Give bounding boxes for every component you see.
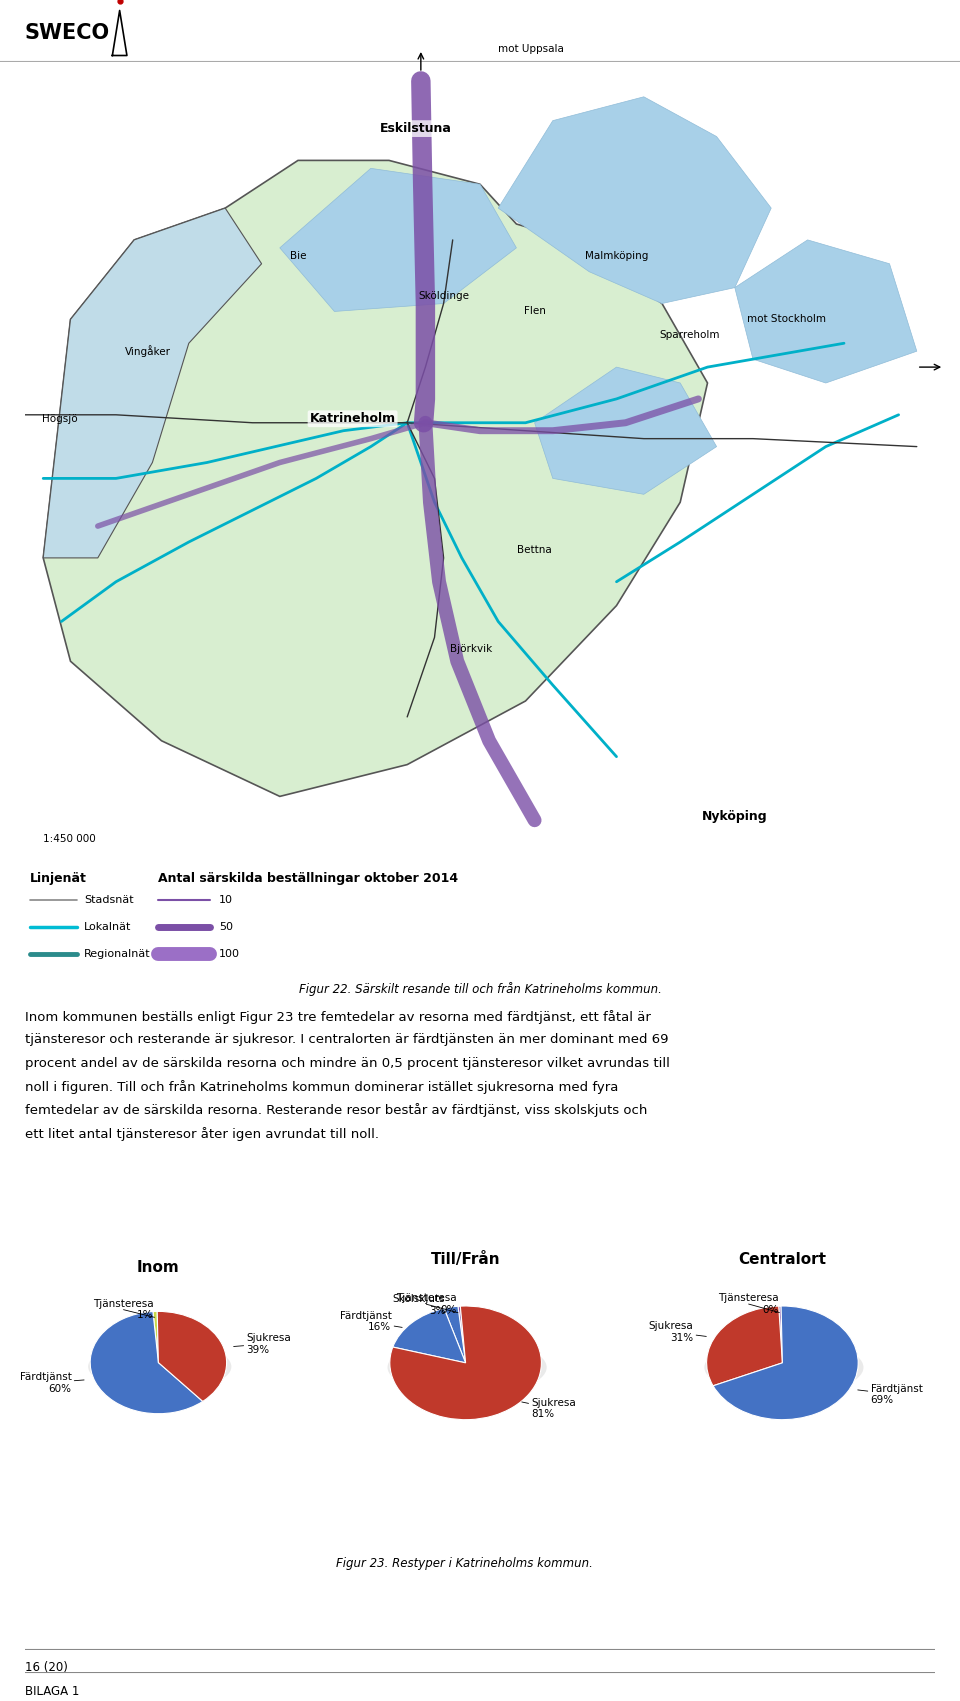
Wedge shape bbox=[90, 1311, 203, 1414]
Text: Skolskjuts
3%: Skolskjuts 3% bbox=[393, 1294, 448, 1317]
Text: Lokalnät: Lokalnät bbox=[84, 922, 132, 932]
Text: Bie: Bie bbox=[290, 250, 306, 260]
Wedge shape bbox=[393, 1308, 466, 1363]
Text: Antal särskilda beställningar oktober 2014: Antal särskilda beställningar oktober 20… bbox=[157, 873, 458, 885]
Polygon shape bbox=[279, 168, 516, 311]
Wedge shape bbox=[153, 1311, 158, 1363]
Polygon shape bbox=[498, 97, 771, 303]
Text: Färdtjänst
69%: Färdtjänst 69% bbox=[857, 1383, 923, 1405]
Text: tjänsteresor och resterande är sjukresor. I centralorten är färdtjänsten än mer : tjänsteresor och resterande är sjukresor… bbox=[25, 1033, 668, 1046]
Text: 16 (20): 16 (20) bbox=[25, 1660, 68, 1674]
Polygon shape bbox=[535, 367, 716, 495]
Text: femtedelar av de särskilda resorna. Resterande resor består av färdtjänst, viss : femtedelar av de särskilda resorna. Rest… bbox=[25, 1104, 647, 1118]
Text: 1:450 000: 1:450 000 bbox=[43, 833, 96, 844]
Text: mot Uppsala: mot Uppsala bbox=[498, 44, 564, 54]
Text: 10: 10 bbox=[219, 895, 233, 905]
Text: 50: 50 bbox=[219, 922, 233, 932]
Text: Sjukresa
81%: Sjukresa 81% bbox=[522, 1398, 576, 1419]
Text: noll i figuren. Till och från Katrineholms kommun dominerar istället sjukresorna: noll i figuren. Till och från Katrinehol… bbox=[25, 1080, 618, 1094]
Text: Figur 22. Särskilt resande till och från Katrineholms kommun.: Figur 22. Särskilt resande till och från… bbox=[299, 981, 661, 997]
Text: Stadsnät: Stadsnät bbox=[84, 895, 133, 905]
Text: BILAGA 1: BILAGA 1 bbox=[25, 1686, 80, 1698]
Title: Inom: Inom bbox=[137, 1260, 180, 1276]
Text: Bettna: Bettna bbox=[517, 544, 552, 555]
Wedge shape bbox=[707, 1306, 782, 1386]
Ellipse shape bbox=[388, 1339, 546, 1397]
Wedge shape bbox=[444, 1306, 466, 1363]
Text: Inom kommunen beställs enligt Figur 23 tre femtedelar av resorna med färdtjänst,: Inom kommunen beställs enligt Figur 23 t… bbox=[25, 1010, 651, 1024]
Text: Regionalnät: Regionalnät bbox=[84, 949, 151, 959]
Ellipse shape bbox=[705, 1339, 863, 1397]
Text: mot Stockholm: mot Stockholm bbox=[747, 315, 826, 325]
Title: Till/Från: Till/Från bbox=[431, 1252, 500, 1267]
Text: Flen: Flen bbox=[523, 306, 545, 316]
Wedge shape bbox=[390, 1306, 541, 1420]
Text: Sjukresa
31%: Sjukresa 31% bbox=[649, 1322, 707, 1342]
Text: Linjenät: Linjenät bbox=[30, 873, 86, 885]
Text: 100: 100 bbox=[219, 949, 240, 959]
Title: Centralort: Centralort bbox=[738, 1252, 827, 1267]
Wedge shape bbox=[779, 1306, 782, 1363]
Text: Eskilstuna: Eskilstuna bbox=[380, 122, 452, 134]
Wedge shape bbox=[713, 1306, 858, 1420]
Text: ett litet antal tjänsteresor åter igen avrundat till noll.: ett litet antal tjänsteresor åter igen a… bbox=[25, 1126, 379, 1141]
Wedge shape bbox=[458, 1306, 466, 1363]
Text: Sparreholm: Sparreholm bbox=[660, 330, 720, 340]
Text: Färdtjänst
16%: Färdtjänst 16% bbox=[340, 1310, 402, 1332]
Wedge shape bbox=[157, 1311, 227, 1402]
Text: Figur 23. Restyper i Katrineholms kommun.: Figur 23. Restyper i Katrineholms kommun… bbox=[336, 1556, 593, 1570]
Text: Sjukresa
39%: Sjukresa 39% bbox=[233, 1334, 291, 1354]
Text: Tjänsteresa
0%: Tjänsteresa 0% bbox=[718, 1293, 780, 1315]
Polygon shape bbox=[43, 160, 708, 796]
Text: Vingåker: Vingåker bbox=[125, 345, 171, 357]
Text: Högsjö: Högsjö bbox=[42, 413, 78, 424]
Text: Färdtjänst
60%: Färdtjänst 60% bbox=[19, 1373, 84, 1393]
Text: Nyköping: Nyköping bbox=[702, 810, 768, 823]
Polygon shape bbox=[43, 208, 261, 558]
Text: Sköldinge: Sköldinge bbox=[419, 291, 469, 301]
Text: Malmköping: Malmköping bbox=[585, 250, 648, 260]
Text: procent andel av de särskilda resorna och mindre än 0,5 procent tjänsteresor vil: procent andel av de särskilda resorna oc… bbox=[25, 1056, 670, 1070]
Text: Björkvik: Björkvik bbox=[450, 645, 492, 655]
Polygon shape bbox=[734, 240, 917, 383]
Text: Tjänsteresa
1%: Tjänsteresa 1% bbox=[93, 1300, 155, 1320]
Text: Katrineholm: Katrineholm bbox=[309, 412, 396, 425]
Text: SWECO: SWECO bbox=[25, 24, 110, 43]
Ellipse shape bbox=[88, 1340, 231, 1391]
Text: Tjänsteresa
0%: Tjänsteresa 0% bbox=[396, 1293, 458, 1315]
